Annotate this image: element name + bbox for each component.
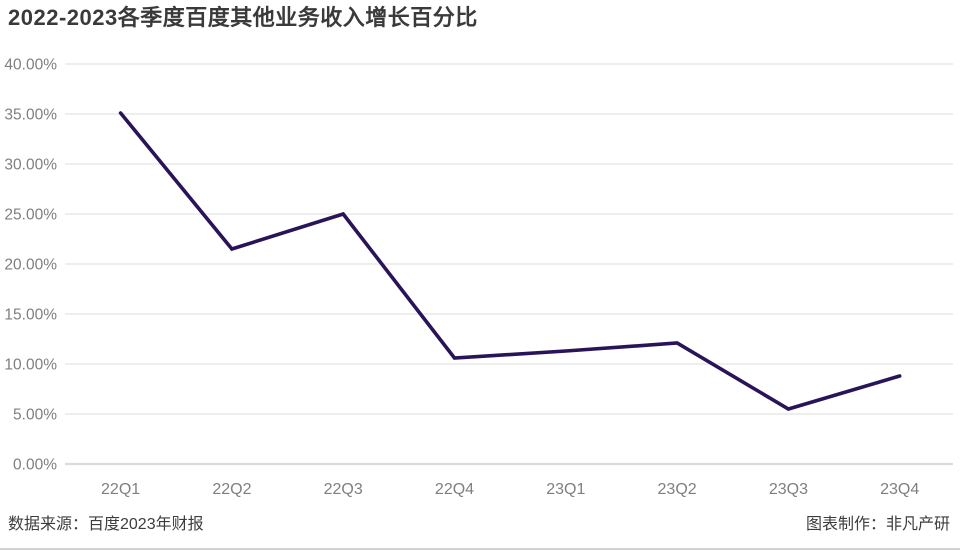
data-line — [118, 111, 902, 411]
x-tick-label: 23Q3 — [769, 481, 808, 498]
y-tick-label: 35.00% — [4, 107, 57, 124]
x-tick-label: 22Q3 — [324, 481, 363, 498]
y-tick-label: 25.00% — [4, 207, 57, 224]
x-tick-label: 23Q2 — [658, 481, 697, 498]
chart-credit-label: 图表制作：非凡产研 — [805, 516, 950, 533]
y-tick-label: 20.00% — [4, 257, 57, 274]
bottom-divider — [0, 548, 960, 550]
y-tick-label: 0.00% — [13, 457, 57, 474]
x-tick-label: 23Q4 — [880, 481, 919, 498]
y-tick-label: 10.00% — [4, 357, 57, 374]
y-tick-label: 40.00% — [4, 57, 57, 74]
x-tick-label: 23Q1 — [546, 481, 585, 498]
x-tick-label: 22Q2 — [212, 481, 251, 498]
x-tick-label: 22Q1 — [101, 481, 140, 498]
data-source-label: 数据来源：百度2023年财报 — [8, 516, 204, 533]
x-tick-label: 22Q4 — [435, 481, 474, 498]
y-tick-label: 15.00% — [4, 307, 57, 324]
y-tick-label: 5.00% — [13, 407, 57, 424]
y-tick-label: 30.00% — [4, 157, 57, 174]
chart-title: 2022-2023各季度百度其他业务收入增长百分比 — [8, 5, 478, 30]
